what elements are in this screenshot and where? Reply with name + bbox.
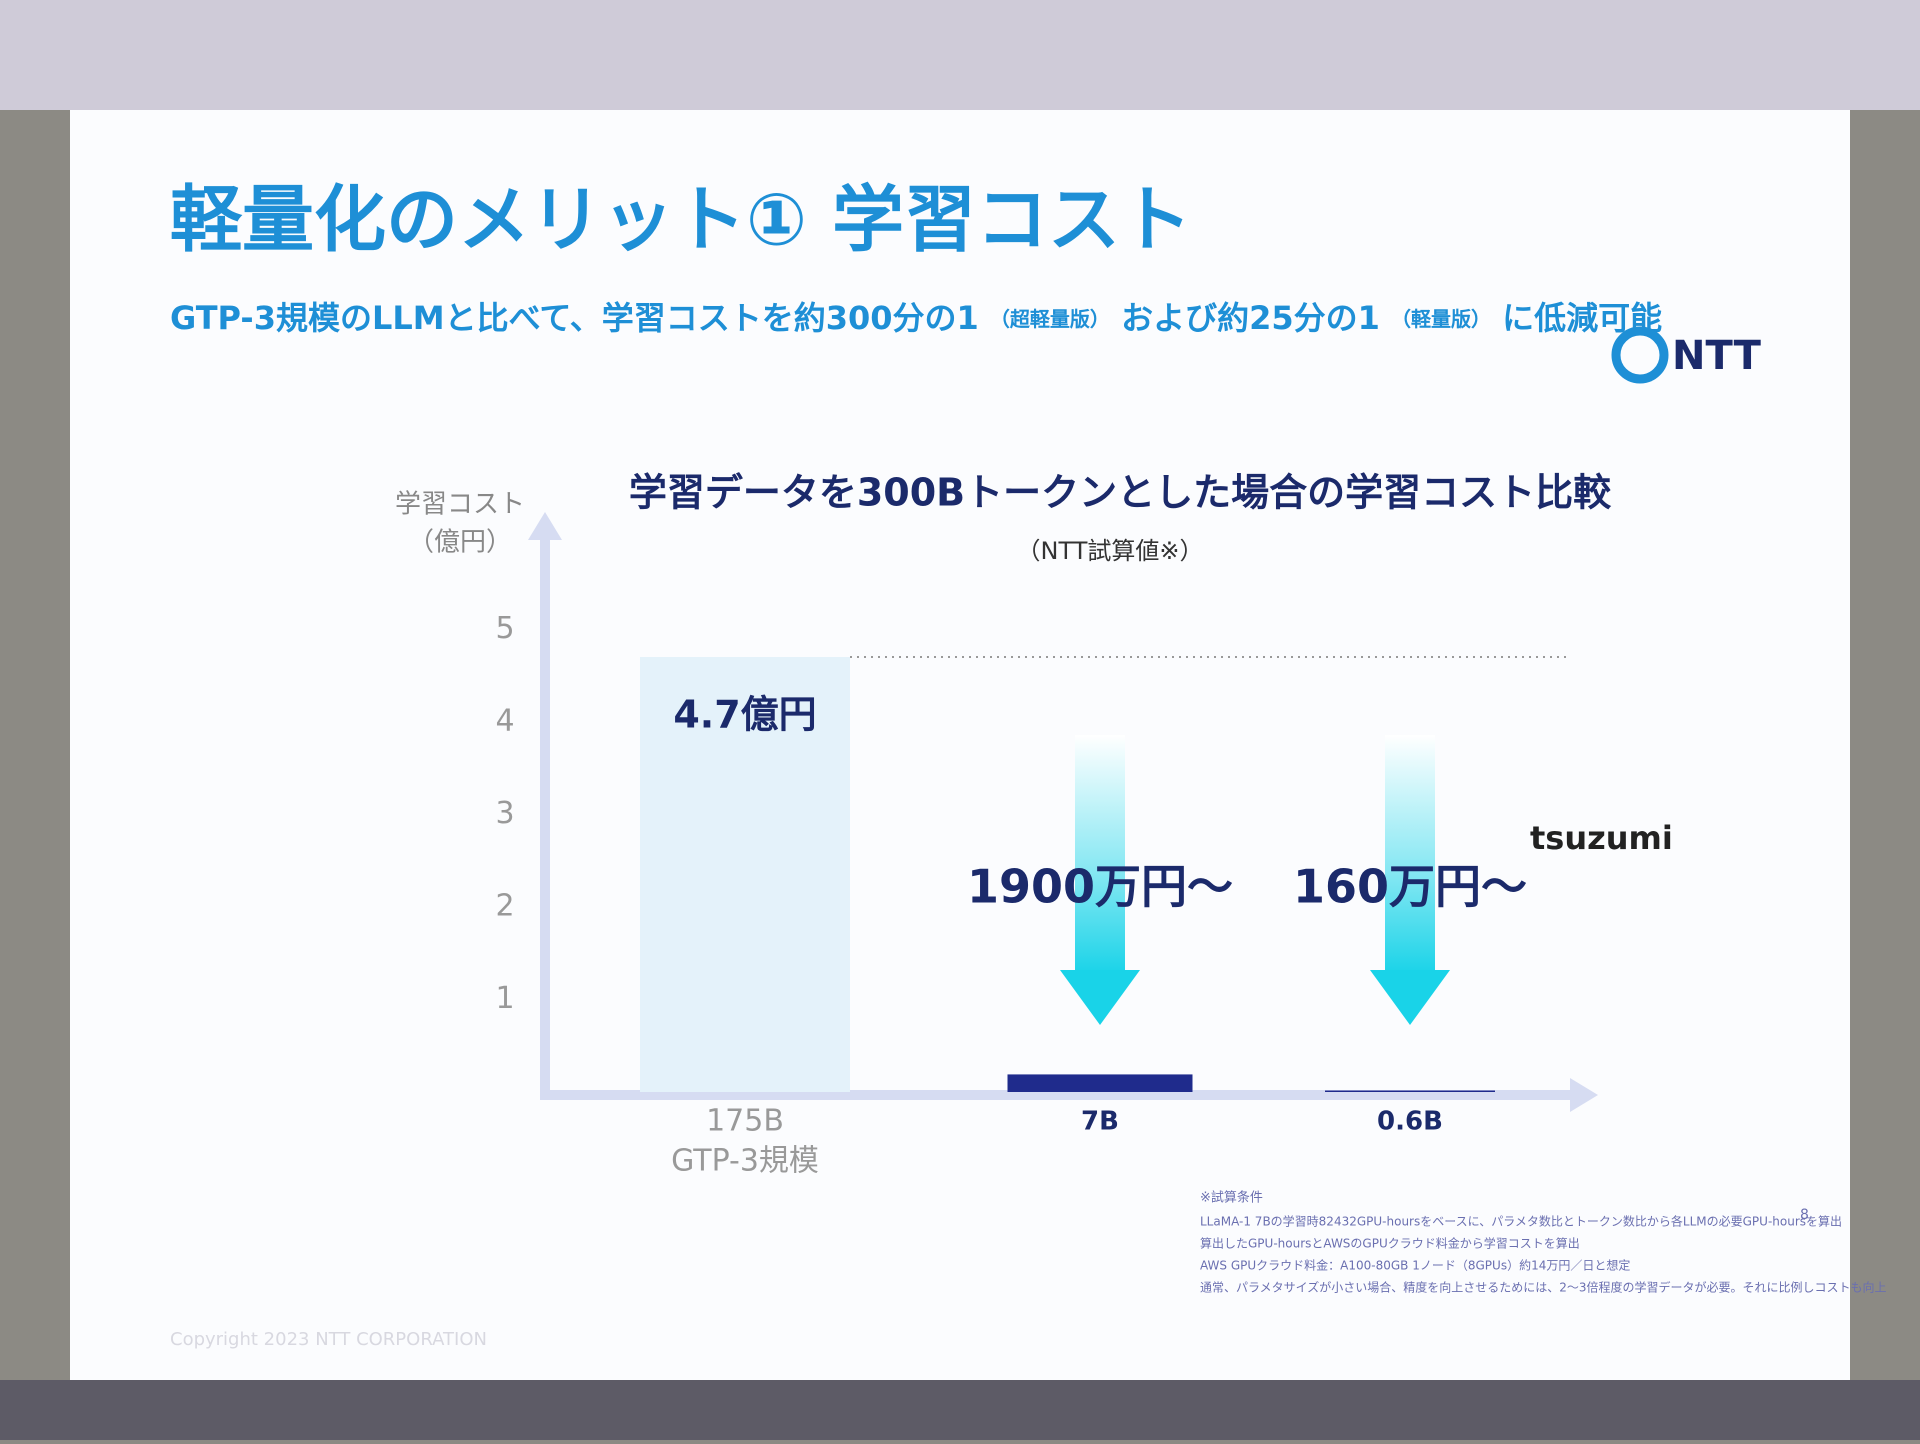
value-label: 1900万円〜 bbox=[967, 860, 1233, 914]
x-axis-arrow bbox=[1570, 1078, 1598, 1112]
value-label: 4.7億円 bbox=[673, 693, 816, 737]
subtitle-part: GTP-3規模のLLMと比べて、学習コストを約300分の1 bbox=[170, 299, 979, 337]
chart-title: 学習データを300Bトークンとした場合の学習コスト比較 bbox=[629, 471, 1612, 515]
chart-subtitle: （NTT試算値※） bbox=[1017, 537, 1204, 565]
note-item: LLaMA-1 7Bの学習時82432GPU-hoursをベースに、パラメタ数比… bbox=[1200, 1214, 1842, 1229]
arrow-shaft bbox=[1385, 735, 1435, 975]
subtitle-note: （軽量版） bbox=[1391, 307, 1491, 331]
x-tick-label: 7B bbox=[1081, 1107, 1119, 1137]
page-number: 8 bbox=[1800, 1207, 1809, 1223]
note-item: 算出したGPU-hoursとAWSのGPUクラウド料金から学習コストを算出 bbox=[1200, 1236, 1580, 1251]
floor bbox=[0, 1380, 1920, 1440]
ceiling bbox=[0, 0, 1920, 110]
subtitle-note: （超軽量版） bbox=[990, 307, 1110, 331]
logo-mark bbox=[1611, 326, 1669, 384]
y-tick-label: 5 bbox=[495, 611, 514, 646]
subtitle-part: および約25分の1 bbox=[1121, 299, 1380, 337]
logo: NTT bbox=[1672, 333, 1762, 379]
slide-subtitle: GTP-3規模のLLMと比べて、学習コストを約300分の1 （超軽量版） および… bbox=[170, 299, 1662, 337]
y-tick-label: 1 bbox=[495, 981, 514, 1016]
x-tick-label: 175B bbox=[706, 1104, 784, 1139]
arrow-head bbox=[1370, 970, 1450, 1025]
y-tick-label: 3 bbox=[495, 796, 514, 831]
note-item: 通常、パラメタサイズが小さい場合、精度を向上させるためには、2～3倍程度の学習デ… bbox=[1200, 1280, 1887, 1295]
bar bbox=[1007, 1074, 1193, 1092]
y-axis-label: （億円） bbox=[408, 528, 512, 558]
arrow-head bbox=[1060, 970, 1140, 1025]
bar bbox=[640, 657, 850, 1092]
y-axis-arrow bbox=[528, 512, 562, 540]
y-tick-label: 2 bbox=[495, 888, 514, 923]
note-item: AWS GPUクラウド料金：A100-80GB 1ノード（8GPUs）約14万円… bbox=[1200, 1258, 1630, 1273]
slide bbox=[70, 110, 1850, 1380]
x-tick-note: GTP-3規模 bbox=[671, 1144, 819, 1179]
arrow-shaft bbox=[1075, 735, 1125, 975]
x-tick-label: 0.6B bbox=[1377, 1107, 1443, 1137]
value-label: 160万円〜 bbox=[1293, 860, 1527, 914]
bar bbox=[1325, 1090, 1495, 1092]
copyright: Copyright 2023 NTT CORPORATION bbox=[170, 1329, 487, 1350]
notes-heading: ※試算条件 bbox=[1200, 1190, 1263, 1206]
series-label: tsuzumi bbox=[1530, 819, 1673, 857]
y-axis-label: 学習コスト bbox=[395, 490, 525, 520]
slide-title: 軽量化のメリット① 学習コスト bbox=[170, 178, 1192, 262]
y-tick-label: 4 bbox=[495, 703, 514, 738]
